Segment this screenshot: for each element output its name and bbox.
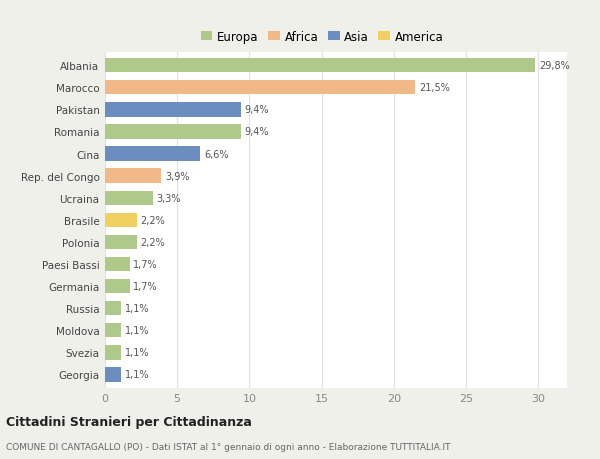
Text: 1,1%: 1,1% <box>124 325 149 336</box>
Bar <box>105 125 241 140</box>
Text: 1,1%: 1,1% <box>124 369 149 380</box>
Text: 1,1%: 1,1% <box>124 347 149 358</box>
Bar <box>105 169 161 184</box>
Bar <box>105 59 535 73</box>
Bar <box>105 368 121 382</box>
Bar <box>105 191 152 206</box>
Bar <box>105 235 137 250</box>
Legend: Europa, Africa, Asia, America: Europa, Africa, Asia, America <box>200 31 444 44</box>
Bar <box>105 346 121 360</box>
Text: 2,2%: 2,2% <box>140 237 165 247</box>
Bar <box>105 147 200 162</box>
Bar <box>105 257 130 272</box>
Text: 9,4%: 9,4% <box>244 105 269 115</box>
Bar <box>105 324 121 338</box>
Text: 3,3%: 3,3% <box>156 193 181 203</box>
Text: 2,2%: 2,2% <box>140 215 165 225</box>
Bar <box>105 103 241 117</box>
Bar <box>105 213 137 228</box>
Bar <box>105 81 415 95</box>
Bar <box>105 279 130 294</box>
Text: 6,6%: 6,6% <box>204 149 229 159</box>
Text: 1,7%: 1,7% <box>133 281 158 291</box>
Text: Cittadini Stranieri per Cittadinanza: Cittadini Stranieri per Cittadinanza <box>6 415 252 428</box>
Bar <box>105 301 121 316</box>
Text: 1,7%: 1,7% <box>133 259 158 269</box>
Text: 3,9%: 3,9% <box>165 171 190 181</box>
Text: 9,4%: 9,4% <box>244 127 269 137</box>
Text: 21,5%: 21,5% <box>419 83 450 93</box>
Text: 29,8%: 29,8% <box>539 61 569 71</box>
Text: COMUNE DI CANTAGALLO (PO) - Dati ISTAT al 1° gennaio di ogni anno - Elaborazione: COMUNE DI CANTAGALLO (PO) - Dati ISTAT a… <box>6 442 451 451</box>
Text: 1,1%: 1,1% <box>124 303 149 313</box>
